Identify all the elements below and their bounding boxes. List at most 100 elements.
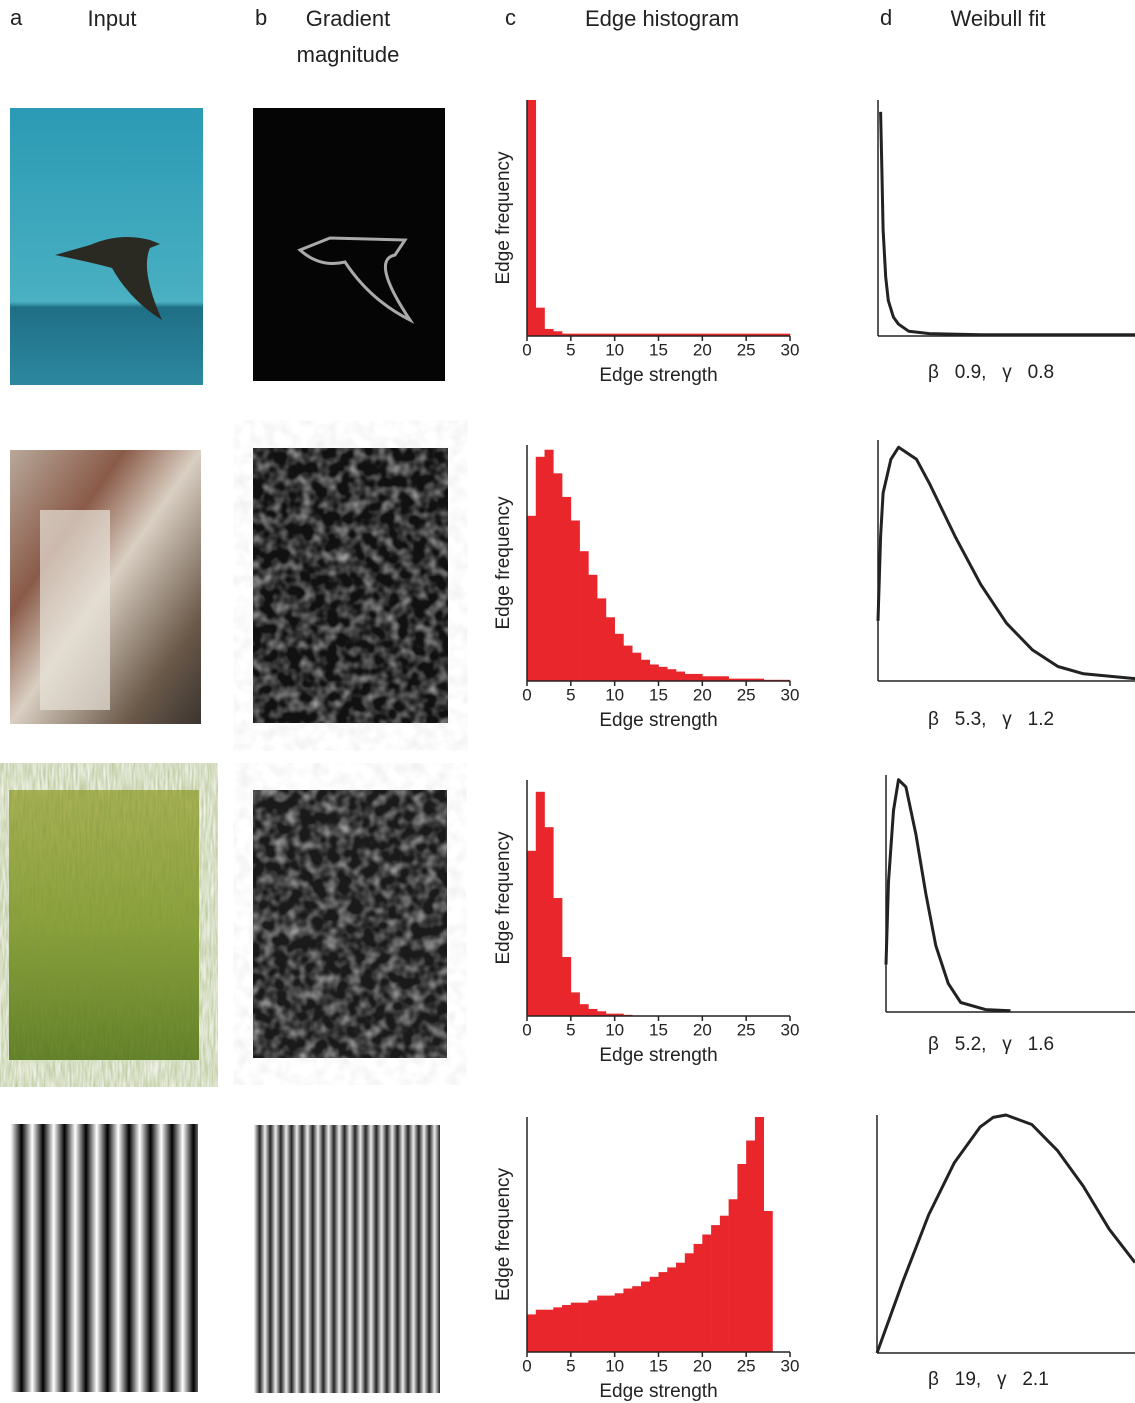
histogram-bar [579,1302,589,1352]
histogram-bar [623,1288,633,1352]
histogram-bar [597,333,607,336]
x-tick-label: 15 [649,685,668,704]
histogram-bar [737,1164,747,1352]
column-title: Edge histogram [585,6,739,31]
panel-letter: b [255,5,267,30]
histogram-bar [623,333,633,336]
histogram-bar [570,520,580,681]
histogram-bar [527,515,537,681]
histogram-bar [597,1011,607,1016]
histogram-bar [553,1307,563,1352]
histogram-bar [728,333,738,336]
x-tick-label: 20 [693,1356,712,1375]
histogram-bar [535,307,545,336]
fit-curve [875,1113,1135,1354]
panel-letter: d [880,5,892,30]
histogram-bar [632,1286,642,1352]
x-axis-label: Edge strength [599,710,717,731]
histogram-bar [746,1140,756,1352]
histogram-bar [544,827,554,1016]
histogram-bar [544,328,554,336]
histogram-bar [544,1309,554,1352]
histogram-bar [728,1199,738,1352]
histogram-bar [737,333,747,336]
x-tick-label: 10 [605,1020,624,1039]
x-tick-label: 0 [522,340,531,359]
x-tick-label: 5 [566,1356,575,1375]
histogram-bar [553,331,563,336]
grass-texture [9,790,199,1060]
fit-curve [879,111,1135,337]
x-tick-label: 20 [693,1020,712,1039]
histogram-bar [719,1215,729,1352]
histogram-bar [579,1004,589,1016]
x-tick-label: 5 [566,685,575,704]
histogram-bar [553,473,563,681]
x-tick-label: 25 [737,1356,756,1375]
histogram-bar [640,1281,651,1352]
histogram-bar [711,333,721,336]
histogram-bar [649,664,659,681]
x-tick-label: 30 [781,1020,800,1039]
eagle-gradient [253,108,445,381]
histogram-bar [632,333,642,336]
grating-gradient [254,1125,440,1393]
histogram-bar [746,333,756,336]
histogram-bar [544,449,554,681]
histogram-bar [527,850,537,1016]
histogram-bar [649,1276,659,1352]
histogram-bar [763,1211,773,1352]
x-tick-label: 10 [605,685,624,704]
histogram-bar [605,1295,615,1352]
x-axis-label: Edge strength [599,1381,717,1402]
histogram-bar [588,1008,598,1016]
panel-letter: c [505,5,516,30]
column-title: magnitude [297,42,400,67]
city-edges [253,448,448,723]
histogram-bar [667,1267,677,1352]
grating-photo [10,1124,198,1392]
column-title: Input [88,6,137,31]
histogram-bar [667,333,677,336]
input-images [9,108,203,1392]
histogram-bar [588,333,598,336]
histogram-bar [719,676,729,681]
x-tick-label: 0 [522,1356,531,1375]
column-title: Gradient [306,6,390,31]
histogram-bar [579,333,589,336]
x-tick-label: 25 [737,1020,756,1039]
histogram-bar [535,1309,545,1352]
x-tick-label: 0 [522,1020,531,1039]
histogram-bar [605,333,615,336]
histogram-bar [676,671,686,681]
x-axis-label: Edge strength [599,365,717,386]
histogram-bar [754,678,764,681]
fit-parameters: β 0.9, γ 0.8 [928,362,1054,383]
histogram-bar [737,678,747,681]
histogram-bar [579,551,589,681]
histogram-bar [588,574,598,681]
x-tick-label: 30 [781,340,800,359]
x-tick-label: 30 [781,1356,800,1375]
histogram-bar [570,333,580,336]
histogram-bar [754,1117,764,1352]
histogram-bar [605,617,615,681]
histogram-bar [570,1302,580,1352]
x-tick-label: 5 [566,1020,575,1039]
histogram-bar [588,1300,598,1352]
y-axis-label: Edge frequency [493,151,514,285]
histogram-bar [728,678,738,681]
y-axis-label: Edge frequency [493,496,514,630]
histogram-bar [614,1293,624,1352]
histogram-bar [746,678,756,681]
histogram-bar [676,333,686,336]
x-tick-label: 25 [737,340,756,359]
histogram-bar [605,1013,615,1016]
histogram-bar [693,1243,703,1352]
x-tick-label: 15 [649,340,668,359]
histogram-bar [684,673,694,681]
histogram-bar [667,669,677,681]
histogram-bar [535,456,545,681]
histogram-bar [658,1272,668,1352]
